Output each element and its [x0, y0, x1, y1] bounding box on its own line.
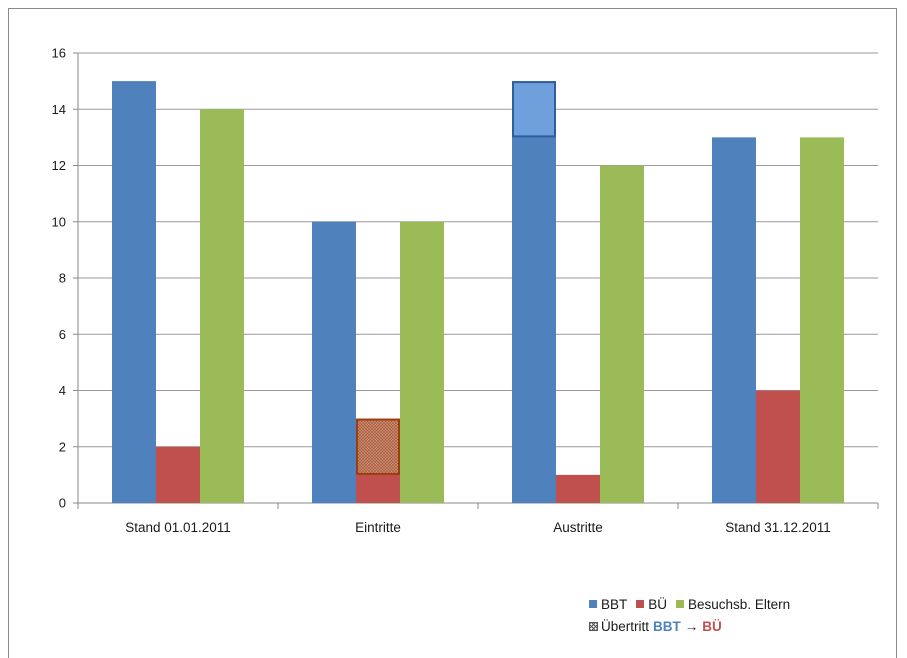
legend-transfer-row: Übertritt BBT → BÜ	[589, 615, 889, 637]
x-category-label: Austritte	[553, 520, 603, 535]
bar-b--2	[556, 474, 600, 503]
bar-besuchsb-eltern-1	[400, 221, 444, 503]
bar-b--3	[756, 390, 800, 503]
legend: BBT BÜ Besuchsb. Eltern Übertritt BBT → …	[589, 593, 889, 637]
y-tick-label: 10	[52, 214, 66, 229]
legend-transfer-from: BBT	[653, 618, 681, 634]
legend-transfer-to: BÜ	[702, 618, 722, 634]
y-tick-label: 12	[52, 158, 66, 173]
bar-bbt-1	[312, 221, 356, 503]
y-tick-label: 6	[59, 327, 66, 342]
bar-b--0	[156, 446, 200, 503]
x-category-label: Stand 31.12.2011	[725, 520, 831, 535]
legend-transfer-prefix: Übertritt	[601, 618, 650, 634]
bar-bbt-3	[712, 137, 756, 503]
bar-chart: 0 2 4 6 8 10 12 14 16 Stand 01.01.2011 Eintritte Au…	[52, 46, 879, 535]
legend-series-row: BBT BÜ Besuchsb. Eltern	[589, 593, 889, 615]
x-category-label: Eintritte	[355, 520, 401, 535]
x-category-label: Stand 01.01.2011	[125, 520, 231, 535]
arrow-right-icon: →	[684, 618, 699, 634]
legend-swatch-bu	[636, 600, 645, 608]
y-tick-label: 16	[52, 46, 66, 61]
legend-label-bbt: BBT	[601, 596, 628, 612]
bar-besuchsb-eltern-0	[200, 109, 244, 503]
transfer-overlay-1	[512, 81, 556, 138]
legend-label-bu: BÜ	[648, 596, 668, 612]
y-tick-label: 0	[59, 496, 66, 511]
legend-item-besuchsb-eltern: Besuchsb. Eltern	[676, 597, 790, 612]
legend-swatch-bbt	[589, 600, 597, 608]
legend-swatch-besuchsb-eltern	[676, 600, 685, 608]
y-tick-label: 8	[59, 271, 66, 286]
bar-bbt-2	[512, 81, 556, 503]
y-tick-label: 2	[59, 439, 66, 454]
chart-frame: 0 2 4 6 8 10 12 14 16 Stand 01.01.2011 Eintritte Au…	[8, 8, 897, 658]
bar-besuchsb-eltern-2	[600, 165, 644, 503]
hatch-pattern-icon	[589, 621, 598, 631]
y-tick-label: 4	[59, 383, 66, 398]
bar-besuchsb-eltern-3	[800, 137, 844, 503]
legend-label-besuchsb-eltern: Besuchsb. Eltern	[688, 596, 791, 612]
legend-item-bbt: BBT	[589, 597, 627, 612]
y-tick-label: 14	[52, 102, 66, 117]
transfer-hatch-0	[358, 420, 398, 473]
bar-bbt-0	[112, 81, 156, 503]
legend-item-bu: BÜ	[636, 597, 667, 612]
